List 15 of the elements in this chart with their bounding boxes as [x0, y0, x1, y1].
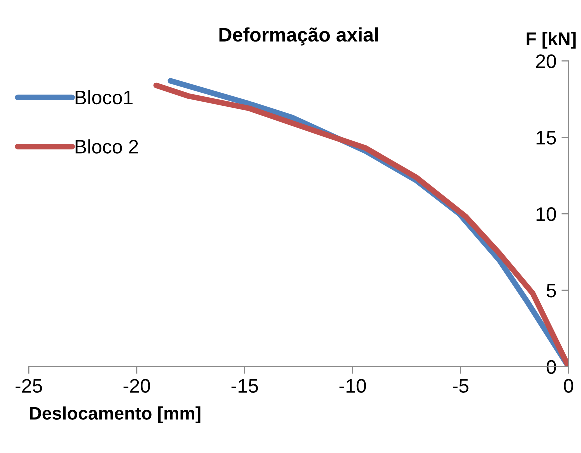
y-tick-label: 5 — [546, 284, 556, 298]
x-tick-label: -25 — [16, 379, 42, 394]
x-tick-label: -20 — [124, 379, 150, 394]
legend-label: Bloco 2 — [76, 140, 138, 154]
y-tick-label: 10 — [536, 208, 556, 222]
x-tick-label: -15 — [232, 379, 258, 394]
y-axis-title: F [kN] — [526, 32, 576, 49]
x-axis-title: Deslocamento [mm] — [30, 406, 201, 424]
x-tick-label: -10 — [340, 379, 366, 394]
y-tick-label: 15 — [536, 131, 556, 145]
chart-title: Deformação axial — [220, 28, 378, 46]
y-tick-label: 20 — [536, 54, 556, 68]
legend-label: Bloco1 — [76, 90, 133, 105]
x-tick-label: -5 — [453, 379, 469, 394]
x-tick-label: 0 — [564, 379, 574, 394]
